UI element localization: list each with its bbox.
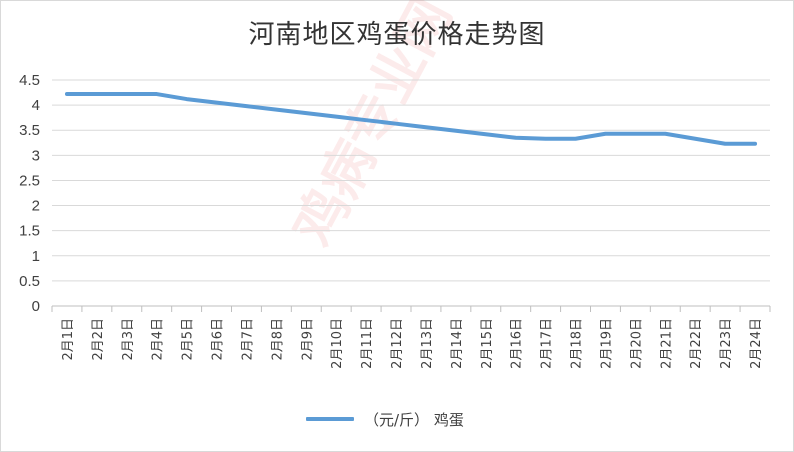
data-point xyxy=(424,125,428,129)
data-point xyxy=(185,97,189,101)
x-tick-label: 2月20日 xyxy=(629,318,644,369)
y-tick-label: 3 xyxy=(32,147,40,164)
data-point xyxy=(633,132,637,136)
y-tick-label: 0 xyxy=(32,298,40,315)
data-point xyxy=(454,129,458,133)
legend: （元/斤） 鸡蛋 xyxy=(306,408,464,430)
x-tick-label: 2月13日 xyxy=(420,318,435,369)
y-tick-label: 3.5 xyxy=(19,122,40,139)
x-tick-label: 2月19日 xyxy=(599,318,614,369)
data-point xyxy=(514,136,518,140)
x-tick-label: 2月23日 xyxy=(719,318,734,369)
data-point xyxy=(603,132,607,136)
data-point xyxy=(574,137,578,141)
data-point xyxy=(723,142,727,146)
data-point xyxy=(693,137,697,141)
data-point xyxy=(364,118,368,122)
y-tick-label: 2 xyxy=(32,198,40,215)
data-point xyxy=(155,92,159,96)
x-tick-label: 2月12日 xyxy=(390,318,405,369)
x-tick-label: 2月6日 xyxy=(211,318,226,361)
data-point xyxy=(753,142,757,146)
data-point xyxy=(304,111,308,115)
data-point xyxy=(65,92,69,96)
x-tick-label: 2月22日 xyxy=(689,318,704,369)
data-point xyxy=(125,92,129,96)
y-tick-label: 0.5 xyxy=(19,273,40,290)
x-tick-label: 2月3日 xyxy=(121,318,136,361)
legend-label: （元/斤） 鸡蛋 xyxy=(364,410,464,429)
gridlines xyxy=(52,79,770,282)
x-tick-label: 2月9日 xyxy=(300,318,315,361)
y-tick-label: 2.5 xyxy=(19,172,40,189)
y-tick-label: 1 xyxy=(32,248,40,265)
axes xyxy=(51,305,771,312)
chart-title: 河南地区鸡蛋价格走势图 xyxy=(248,20,546,50)
x-tick-label: 2月5日 xyxy=(181,318,196,361)
x-tick-label: 2月21日 xyxy=(659,318,674,369)
y-axis-ticks: 0 0.5 1 1.5 2 2.5 3 3.5 4 4.5 xyxy=(19,72,40,315)
x-tick-label: 2月10日 xyxy=(330,318,345,369)
x-tick-label: 2月16日 xyxy=(510,318,525,369)
x-axis-ticks: 2月1日 2月2日 2月3日 2月4日 2月5日 2月6日 2月7日 2月8日 2月9日 2月10… xyxy=(61,318,764,369)
y-tick-label: 1.5 xyxy=(19,223,40,240)
series-layer xyxy=(64,92,758,146)
x-tick-label: 2月2日 xyxy=(91,318,106,361)
x-tick-label: 2月7日 xyxy=(240,318,255,361)
y-tick-label: 4.5 xyxy=(19,72,40,89)
data-point xyxy=(484,132,488,136)
data-point xyxy=(215,101,219,105)
data-point xyxy=(334,115,338,119)
data-point xyxy=(663,132,667,136)
x-tick-label: 2月4日 xyxy=(151,318,166,361)
data-point xyxy=(394,122,398,126)
legend-swatch xyxy=(306,417,354,421)
series-line-0 xyxy=(64,92,758,146)
data-point xyxy=(274,108,278,112)
data-point xyxy=(544,137,548,141)
x-tick-label: 2月24日 xyxy=(749,318,764,369)
y-tick-label: 4 xyxy=(32,97,40,114)
x-tick-label: 2月8日 xyxy=(270,318,285,361)
x-tick-label: 2月15日 xyxy=(480,318,495,369)
x-tick-label: 2月18日 xyxy=(570,318,585,369)
x-tick-label: 2月17日 xyxy=(540,318,555,369)
data-point xyxy=(95,92,99,96)
x-tick-label: 2月11日 xyxy=(360,318,375,369)
data-point xyxy=(244,104,248,108)
x-tick-label: 2月14日 xyxy=(450,318,465,369)
x-tick-label: 2月1日 xyxy=(61,318,76,361)
